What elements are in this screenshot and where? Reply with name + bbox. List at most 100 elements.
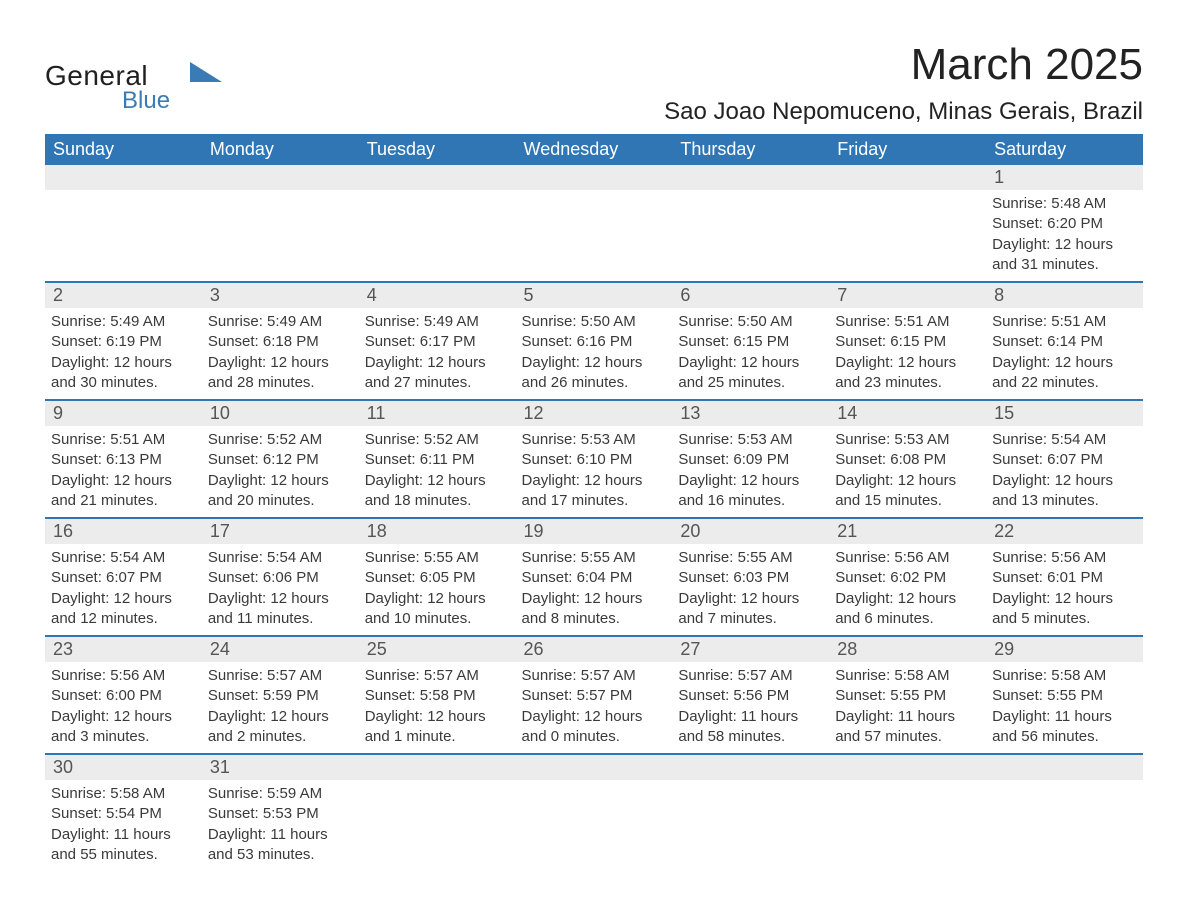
day-cell: Sunrise: 5:56 AMSunset: 6:01 PMDaylight:… — [986, 544, 1143, 636]
day-sunset: Sunset: 6:10 PM — [522, 450, 667, 470]
day-daylight2: and 13 minutes. — [992, 491, 1137, 511]
day-sunset: Sunset: 6:00 PM — [51, 686, 196, 706]
day-number: 5 — [516, 282, 673, 308]
week-block: 16171819202122Sunrise: 5:54 AMSunset: 6:… — [45, 518, 1143, 636]
day-number: 19 — [516, 518, 673, 544]
day-number: 10 — [202, 400, 359, 426]
day-cell — [45, 190, 202, 282]
day-cell: Sunrise: 5:59 AMSunset: 5:53 PMDaylight:… — [202, 780, 359, 871]
day-sunset: Sunset: 5:56 PM — [678, 686, 823, 706]
day-number: 24 — [202, 636, 359, 662]
day-cell — [986, 780, 1143, 871]
day-data-row: Sunrise: 5:49 AMSunset: 6:19 PMDaylight:… — [45, 308, 1143, 400]
day-sunrise: Sunrise: 5:54 AM — [208, 548, 353, 568]
day-daylight2: and 21 minutes. — [51, 491, 196, 511]
day-daylight2: and 26 minutes. — [522, 373, 667, 393]
day-daylight2: and 18 minutes. — [365, 491, 510, 511]
day-cell — [359, 780, 516, 871]
day-header: Friday — [829, 134, 986, 165]
day-daylight2: and 5 minutes. — [992, 609, 1137, 629]
day-daylight1: Daylight: 11 hours — [208, 825, 353, 845]
day-sunrise: Sunrise: 5:50 AM — [522, 312, 667, 332]
empty-day-number — [829, 165, 986, 190]
day-sunset: Sunset: 6:11 PM — [365, 450, 510, 470]
day-daylight1: Daylight: 12 hours — [835, 471, 980, 491]
day-cell: Sunrise: 5:53 AMSunset: 6:08 PMDaylight:… — [829, 426, 986, 518]
day-sunset: Sunset: 6:15 PM — [678, 332, 823, 352]
day-cell: Sunrise: 5:51 AMSunset: 6:15 PMDaylight:… — [829, 308, 986, 400]
day-number: 13 — [672, 400, 829, 426]
day-sunset: Sunset: 5:55 PM — [835, 686, 980, 706]
day-number: 26 — [516, 636, 673, 662]
day-sunset: Sunset: 6:08 PM — [835, 450, 980, 470]
day-cell: Sunrise: 5:55 AMSunset: 6:05 PMDaylight:… — [359, 544, 516, 636]
day-daylight1: Daylight: 12 hours — [522, 471, 667, 491]
day-sunrise: Sunrise: 5:55 AM — [678, 548, 823, 568]
day-cell: Sunrise: 5:54 AMSunset: 6:06 PMDaylight:… — [202, 544, 359, 636]
week-block: 1Sunrise: 5:48 AMSunset: 6:20 PMDaylight… — [45, 165, 1143, 282]
day-number: 31 — [202, 754, 359, 780]
day-daylight2: and 15 minutes. — [835, 491, 980, 511]
day-cell: Sunrise: 5:56 AMSunset: 6:02 PMDaylight:… — [829, 544, 986, 636]
day-sunrise: Sunrise: 5:56 AM — [51, 666, 196, 686]
day-sunrise: Sunrise: 5:49 AM — [51, 312, 196, 332]
day-number: 4 — [359, 282, 516, 308]
day-sunrise: Sunrise: 5:52 AM — [365, 430, 510, 450]
day-sunrise: Sunrise: 5:56 AM — [835, 548, 980, 568]
day-sunset: Sunset: 6:19 PM — [51, 332, 196, 352]
day-daylight1: Daylight: 12 hours — [51, 353, 196, 373]
day-daylight1: Daylight: 11 hours — [835, 707, 980, 727]
day-daylight1: Daylight: 12 hours — [208, 589, 353, 609]
empty-day-number — [516, 754, 673, 780]
day-sunrise: Sunrise: 5:58 AM — [51, 784, 196, 804]
location-title: Sao Joao Nepomuceno, Minas Gerais, Brazi… — [664, 98, 1143, 126]
day-daylight1: Daylight: 12 hours — [208, 471, 353, 491]
day-number: 11 — [359, 400, 516, 426]
day-cell: Sunrise: 5:50 AMSunset: 6:15 PMDaylight:… — [672, 308, 829, 400]
empty-day-number — [359, 754, 516, 780]
day-number: 25 — [359, 636, 516, 662]
day-cell: Sunrise: 5:54 AMSunset: 6:07 PMDaylight:… — [986, 426, 1143, 518]
day-sunset: Sunset: 6:05 PM — [365, 568, 510, 588]
day-data-row: Sunrise: 5:54 AMSunset: 6:07 PMDaylight:… — [45, 544, 1143, 636]
day-number: 29 — [986, 636, 1143, 662]
day-sunrise: Sunrise: 5:55 AM — [522, 548, 667, 568]
day-number-row: 3031 — [45, 754, 1143, 780]
day-number: 7 — [829, 282, 986, 308]
day-cell: Sunrise: 5:49 AMSunset: 6:18 PMDaylight:… — [202, 308, 359, 400]
day-number-row: 1 — [45, 165, 1143, 190]
day-daylight1: Daylight: 12 hours — [678, 353, 823, 373]
day-sunrise: Sunrise: 5:54 AM — [992, 430, 1137, 450]
empty-day-number — [516, 165, 673, 190]
day-number: 28 — [829, 636, 986, 662]
day-number: 22 — [986, 518, 1143, 544]
day-cell: Sunrise: 5:57 AMSunset: 5:58 PMDaylight:… — [359, 662, 516, 754]
day-cell: Sunrise: 5:51 AMSunset: 6:13 PMDaylight:… — [45, 426, 202, 518]
day-cell: Sunrise: 5:49 AMSunset: 6:17 PMDaylight:… — [359, 308, 516, 400]
empty-day-number — [986, 754, 1143, 780]
day-cell: Sunrise: 5:53 AMSunset: 6:10 PMDaylight:… — [516, 426, 673, 518]
day-cell — [829, 780, 986, 871]
day-daylight2: and 25 minutes. — [678, 373, 823, 393]
day-cell — [829, 190, 986, 282]
day-daylight1: Daylight: 12 hours — [365, 707, 510, 727]
day-data-row: Sunrise: 5:51 AMSunset: 6:13 PMDaylight:… — [45, 426, 1143, 518]
day-sunset: Sunset: 6:13 PM — [51, 450, 196, 470]
day-sunrise: Sunrise: 5:55 AM — [365, 548, 510, 568]
day-sunrise: Sunrise: 5:53 AM — [835, 430, 980, 450]
day-daylight2: and 22 minutes. — [992, 373, 1137, 393]
day-sunrise: Sunrise: 5:53 AM — [522, 430, 667, 450]
day-sunset: Sunset: 6:09 PM — [678, 450, 823, 470]
day-sunrise: Sunrise: 5:58 AM — [992, 666, 1137, 686]
day-header: Tuesday — [359, 134, 516, 165]
day-sunrise: Sunrise: 5:51 AM — [992, 312, 1137, 332]
day-daylight1: Daylight: 12 hours — [522, 707, 667, 727]
day-sunset: Sunset: 5:53 PM — [208, 804, 353, 824]
day-number: 3 — [202, 282, 359, 308]
day-cell: Sunrise: 5:58 AMSunset: 5:55 PMDaylight:… — [829, 662, 986, 754]
day-daylight1: Daylight: 12 hours — [51, 471, 196, 491]
day-sunset: Sunset: 5:58 PM — [365, 686, 510, 706]
day-cell: Sunrise: 5:52 AMSunset: 6:12 PMDaylight:… — [202, 426, 359, 518]
day-header: Wednesday — [516, 134, 673, 165]
day-sunset: Sunset: 6:18 PM — [208, 332, 353, 352]
